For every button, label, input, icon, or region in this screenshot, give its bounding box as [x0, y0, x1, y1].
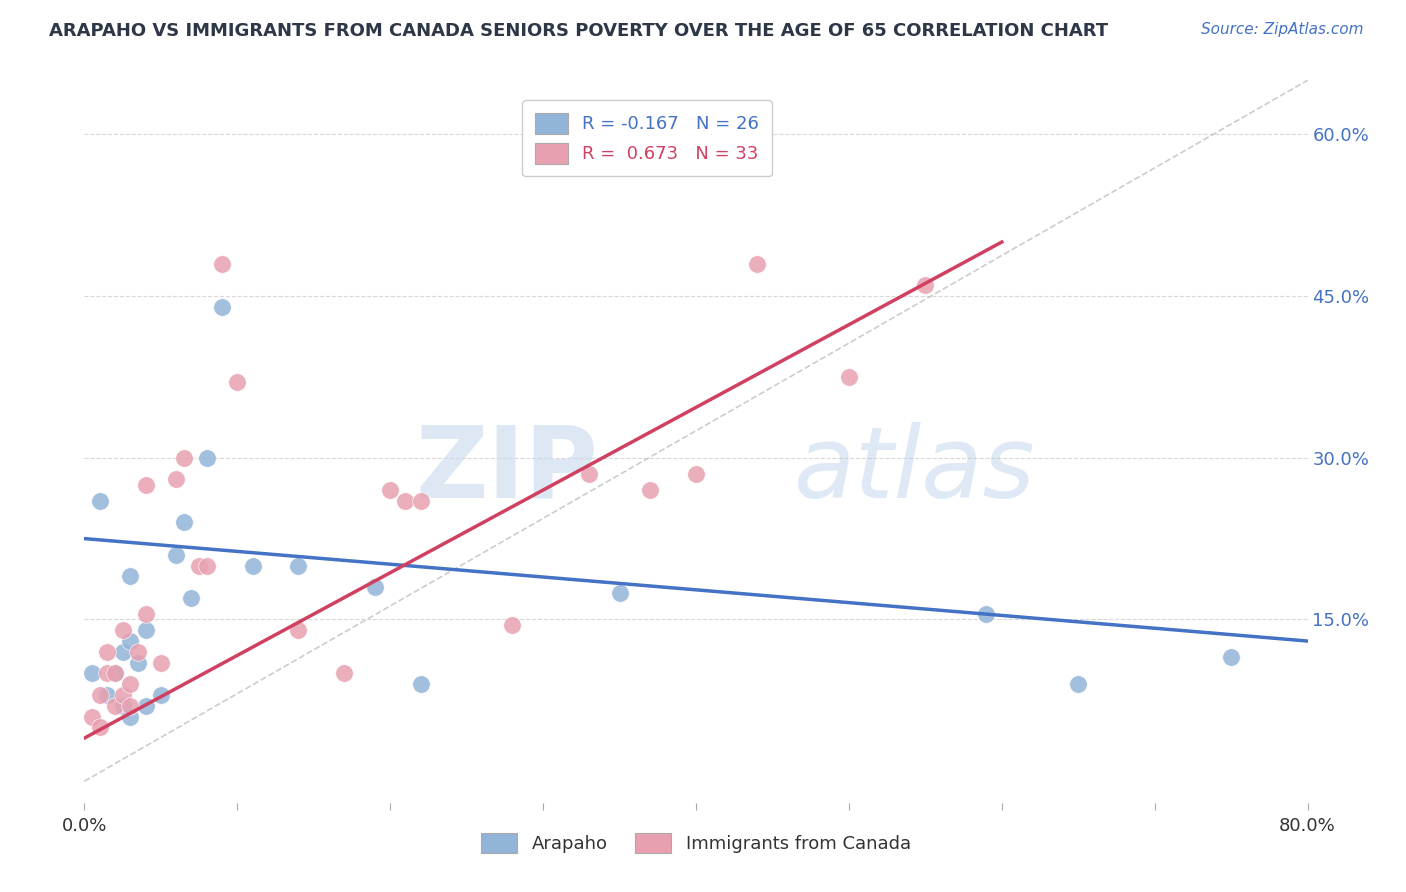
Point: [211, 257, 233, 271]
Point: [211, 300, 233, 314]
Point: [89, 493, 111, 508]
Point: [409, 493, 432, 508]
Point: [394, 493, 416, 508]
Point: [104, 666, 127, 681]
Point: [111, 698, 134, 713]
Text: atlas: atlas: [794, 422, 1035, 519]
Text: Source: ZipAtlas.com: Source: ZipAtlas.com: [1201, 22, 1364, 37]
Point: [127, 656, 149, 670]
Point: [747, 257, 769, 271]
Point: [120, 634, 142, 648]
Point: [976, 607, 998, 621]
Point: [1067, 677, 1090, 691]
Point: [111, 624, 134, 638]
Point: [333, 666, 356, 681]
Point: [96, 666, 118, 681]
Point: [165, 472, 187, 486]
Point: [380, 483, 402, 497]
Point: [195, 558, 218, 573]
Point: [188, 558, 211, 573]
Point: [502, 618, 524, 632]
Point: [578, 467, 600, 481]
Point: [111, 645, 134, 659]
Point: [96, 688, 118, 702]
Point: [287, 558, 309, 573]
Point: [165, 548, 187, 562]
Legend: Arapaho, Immigrants from Canada: Arapaho, Immigrants from Canada: [472, 823, 920, 863]
Text: ARAPAHO VS IMMIGRANTS FROM CANADA SENIORS POVERTY OVER THE AGE OF 65 CORRELATION: ARAPAHO VS IMMIGRANTS FROM CANADA SENIOR…: [49, 22, 1108, 40]
Point: [409, 677, 432, 691]
Point: [135, 624, 157, 638]
Point: [149, 656, 172, 670]
Point: [180, 591, 202, 605]
Point: [135, 698, 157, 713]
Point: [104, 698, 127, 713]
Point: [195, 450, 218, 465]
Point: [1220, 650, 1243, 665]
Point: [226, 376, 249, 390]
Point: [685, 467, 707, 481]
Point: [104, 666, 127, 681]
Point: [287, 624, 309, 638]
Point: [149, 688, 172, 702]
Point: [89, 720, 111, 734]
Point: [609, 585, 631, 599]
Point: [120, 709, 142, 723]
Point: [127, 645, 149, 659]
Text: ZIP: ZIP: [415, 422, 598, 519]
Point: [364, 580, 387, 594]
Point: [914, 278, 936, 293]
Point: [120, 677, 142, 691]
Point: [120, 569, 142, 583]
Point: [838, 369, 860, 384]
Point: [120, 698, 142, 713]
Point: [638, 483, 661, 497]
Point: [173, 450, 195, 465]
Point: [89, 688, 111, 702]
Point: [80, 709, 103, 723]
Point: [173, 516, 195, 530]
Point: [242, 558, 264, 573]
Point: [111, 688, 134, 702]
Point: [135, 477, 157, 491]
Point: [135, 607, 157, 621]
Point: [80, 666, 103, 681]
Point: [96, 645, 118, 659]
